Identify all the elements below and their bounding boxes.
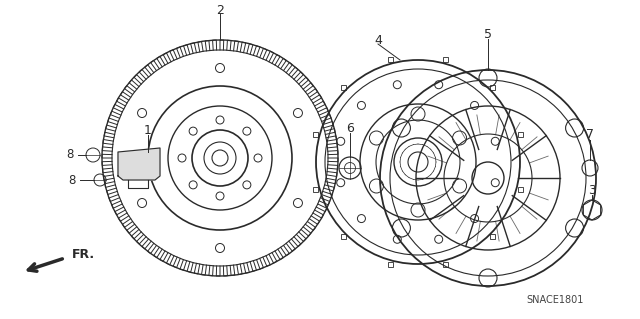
Bar	[490, 234, 495, 240]
Text: 1: 1	[144, 123, 152, 137]
Text: 2: 2	[216, 4, 224, 17]
Bar	[388, 57, 393, 62]
Bar	[443, 57, 448, 62]
Bar	[313, 187, 318, 192]
Bar	[340, 234, 346, 240]
Text: 8: 8	[68, 174, 76, 187]
Bar	[490, 85, 495, 90]
Text: 8: 8	[67, 149, 74, 161]
Bar	[340, 85, 346, 90]
Bar	[388, 262, 393, 267]
Text: SNACE1801: SNACE1801	[526, 295, 584, 305]
Text: 4: 4	[374, 33, 382, 47]
Polygon shape	[118, 148, 160, 180]
Bar	[443, 262, 448, 267]
Text: 7: 7	[586, 129, 594, 142]
Bar	[518, 187, 523, 192]
Text: 5: 5	[484, 28, 492, 41]
Bar	[518, 132, 523, 137]
Text: 6: 6	[346, 122, 354, 135]
Text: FR.: FR.	[72, 249, 95, 262]
Text: 3: 3	[588, 183, 596, 197]
Bar	[313, 132, 318, 137]
